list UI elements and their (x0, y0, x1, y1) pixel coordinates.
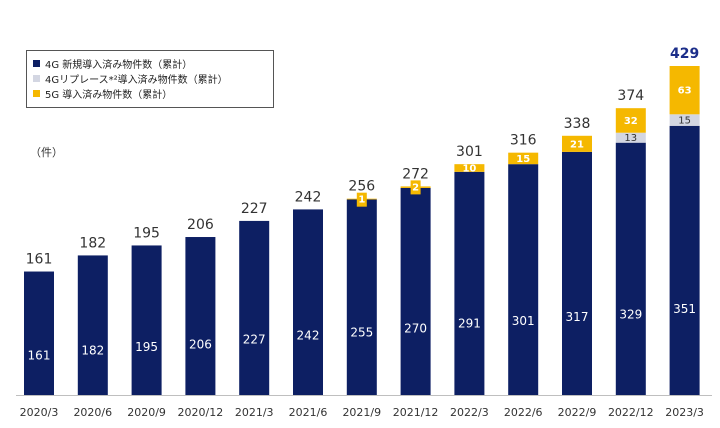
x-tick-label: 2021/6 (289, 406, 328, 419)
bar-segment-5g (508, 152, 539, 165)
bar-value-label: 21 (570, 139, 584, 150)
bar-total-label: 182 (79, 235, 106, 251)
x-tick-label: 2020/12 (178, 406, 224, 419)
x-tick-label: 2020/3 (20, 406, 59, 419)
bar-value-label: 270 (404, 322, 427, 336)
bar-segment-5g (454, 164, 485, 172)
x-tick-label: 2023/3 (665, 406, 704, 419)
bar-value-label: 182 (81, 343, 104, 357)
bar-value-label: 10 (462, 163, 476, 174)
bar-segment-4g-new (615, 142, 646, 395)
bar-total-label: 316 (510, 133, 537, 149)
x-tick-label: 2022/6 (504, 406, 543, 419)
bar-total-label: 195 (133, 225, 160, 241)
x-tick-label: 2021/3 (235, 406, 274, 419)
bar-segment-4g-new (346, 199, 377, 395)
bar-segment-4g-new (239, 220, 270, 395)
x-tick-label: 2021/9 (342, 406, 381, 419)
legend-label-4g-new: 4G 新規導入済み物件数（累計） (45, 60, 193, 71)
bar-segment-4g-new (77, 255, 108, 395)
bar-segment-4g-new (508, 164, 539, 395)
bar-value-label: 2 (412, 182, 419, 193)
bar-segment-4g-new (131, 245, 162, 395)
bar-total-label: 256 (348, 179, 375, 195)
x-tick-label: 2022/9 (558, 406, 597, 419)
bar-value-label: 63 (678, 86, 692, 97)
bar-value-label: 351 (673, 302, 696, 316)
legend-swatch-5g (33, 90, 40, 97)
x-tick-label: 2020/6 (73, 406, 112, 419)
bar-value-label: 15 (516, 154, 530, 165)
bar-segment-4g-new (562, 151, 592, 395)
legend-label-4g-replace: 4Gリプレース*²導入済み物件数（累計） (45, 75, 228, 86)
bar-value-label: 317 (566, 310, 589, 324)
bar-segment-5g (562, 135, 592, 152)
unit-label: （件） (30, 146, 63, 159)
bar-total-label: 429 (670, 46, 699, 62)
bar-total-label: 206 (187, 217, 214, 233)
legend: 4G 新規導入済み物件数（累計） 4Gリプレース*²導入済み物件数（累計） 5G… (26, 50, 274, 108)
bar-value-label: 255 (350, 325, 373, 339)
bar-value-label: 329 (619, 307, 642, 321)
bar-value-label: 206 (189, 337, 212, 351)
x-tick-label: 2022/3 (450, 406, 489, 419)
bar-badge-5g (410, 180, 421, 195)
bar-value-label: 13 (624, 133, 637, 144)
x-tick-label: 2022/12 (608, 406, 654, 419)
bar-total-label: 272 (402, 166, 429, 182)
bar-segment-4g-new (454, 171, 485, 395)
bar-value-label: 161 (28, 348, 51, 362)
bar-total-label: 374 (617, 88, 644, 104)
bar-segment-4g-replace (615, 132, 646, 143)
legend-swatch-4g-new (33, 60, 40, 67)
bar-total-label: 227 (241, 201, 268, 217)
bar-total-label: 242 (295, 189, 322, 205)
bar-segment-4g-new (293, 209, 323, 395)
x-tick-label: 2021/12 (393, 406, 439, 419)
bar-value-label: 301 (512, 314, 535, 328)
bar-segment-4g-new (400, 187, 431, 395)
bar-segment-4g-new (185, 237, 216, 395)
x-tick-label: 2020/9 (127, 406, 166, 419)
bar-total-label: 301 (456, 144, 483, 160)
bar-total-label: 338 (564, 116, 591, 132)
legend-label-5g: 5G 導入済み物件数（累計） (45, 90, 173, 101)
bar-segment-4g-replace (669, 114, 700, 126)
bar-segment-4g-new (24, 271, 54, 395)
bar-segment-4g-new (669, 125, 700, 396)
bar-value-label: 242 (297, 329, 320, 343)
bar-value-label: 195 (135, 340, 158, 354)
legend-item-4g-new: 4G 新規導入済み物件数（累計） (33, 56, 273, 71)
legend-swatch-4g-replace (33, 75, 40, 82)
bar-total-label: 161 (26, 252, 53, 268)
bar-value-label: 291 (458, 317, 481, 331)
bar-badge-5g (356, 192, 367, 207)
bar-value-label: 32 (624, 116, 638, 127)
bar-value-label: 227 (243, 332, 266, 346)
bar-segment-5g (615, 108, 646, 133)
bar-value-label: 15 (678, 116, 691, 127)
legend-item-4g-replace: 4Gリプレース*²導入済み物件数（累計） (33, 71, 273, 86)
bar-value-label: 1 (358, 195, 365, 206)
bar-segment-5g (669, 66, 700, 115)
legend-item-5g: 5G 導入済み物件数（累計） (33, 86, 273, 101)
